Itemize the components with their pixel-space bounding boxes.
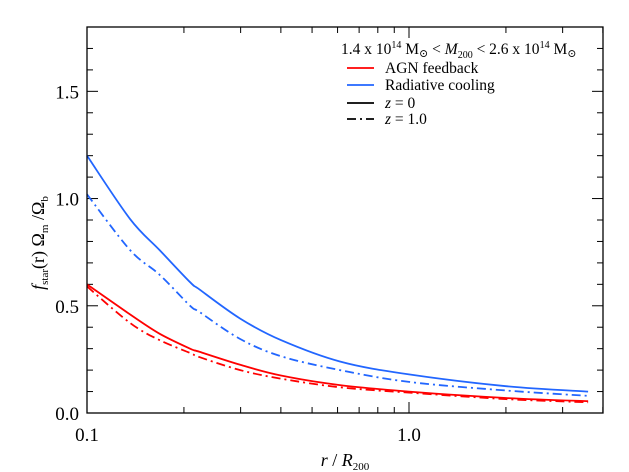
legend-label-z1: z = 1.0 — [384, 111, 427, 128]
legend-label-radiative: Radiative cooling — [385, 77, 495, 94]
y-tick-label: 0.0 — [55, 404, 79, 425]
series-line — [86, 283, 589, 403]
x-tick-label: 1.0 — [397, 425, 421, 446]
series-line — [86, 193, 589, 397]
x-tick-label: 0.1 — [75, 425, 99, 446]
plot-frame — [86, 26, 604, 414]
y-tick-label: 1.0 — [55, 190, 79, 211]
legend-label-agn: AGN feedback — [385, 60, 479, 77]
series-line — [86, 155, 589, 393]
legend-label-z0: z = 0 — [384, 95, 416, 112]
y-axis-title: fstar(r) Ωm /Ωb — [28, 196, 51, 290]
axis-ticks — [86, 26, 604, 414]
y-tick-label: 1.5 — [55, 82, 79, 103]
data-series — [86, 155, 589, 404]
series-line — [86, 285, 589, 404]
legend: 1.4 x 1014 M⊙ < M200 < 2.6 x 1014 M⊙ AGN… — [341, 40, 576, 128]
axis-tick-labels: 0.1 1.0 0.0 0.5 1.0 1.5 — [55, 82, 421, 446]
y-tick-label: 0.5 — [55, 297, 79, 318]
x-axis-title: r / R200 — [321, 450, 370, 472]
legend-title: 1.4 x 1014 M⊙ < M200 < 2.6 x 1014 M⊙ — [341, 40, 576, 61]
